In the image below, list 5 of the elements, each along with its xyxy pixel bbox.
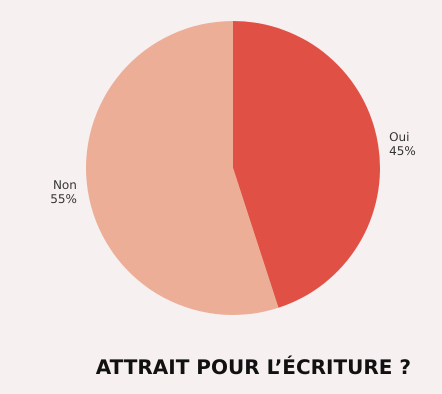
data-label: 45% xyxy=(389,144,416,158)
text: ATTRAIT POUR L’ÉCRITURE ? xyxy=(96,355,412,379)
slice-label: Oui xyxy=(389,130,410,144)
slice-label: Non xyxy=(52,178,77,192)
data-label: 55% xyxy=(50,192,77,206)
